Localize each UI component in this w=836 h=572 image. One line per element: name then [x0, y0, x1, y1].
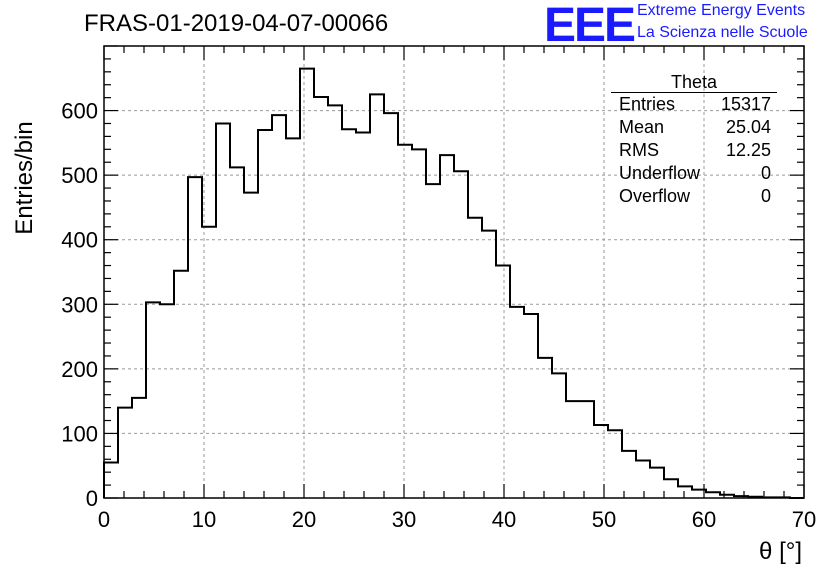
x-tick-label: 20 [292, 507, 316, 532]
stats-value: 25.04 [725, 117, 771, 137]
run-title: FRAS-01-2019-04-07-00066 [84, 10, 389, 37]
stats-row-mean: Mean 25.04 [611, 116, 777, 139]
stats-label: Mean [619, 117, 665, 137]
y-tick-label: 400 [61, 228, 98, 253]
y-tick-label: 300 [61, 292, 98, 317]
y-axis-title: Entries/bin [11, 121, 38, 234]
x-tick-labels: 0 10 20 30 40 50 60 70 [98, 507, 816, 532]
stats-label: Underflow [619, 163, 701, 183]
y-tick-label: 600 [61, 99, 98, 124]
eee-logo-line1: Extreme Energy Events [637, 2, 806, 19]
stats-row-underflow: Underflow 0 [611, 162, 777, 185]
stats-value: 0 [760, 186, 771, 206]
stats-row-overflow: Overflow 0 [611, 185, 777, 208]
stats-label: Entries [619, 94, 676, 114]
x-axis-title: θ [°] [759, 538, 802, 565]
x-tick-label: 60 [692, 507, 716, 532]
y-tick-label: 500 [61, 163, 98, 188]
x-tick-label: 0 [98, 507, 110, 532]
y-tick-label: 0 [86, 486, 98, 511]
stats-value: 15317 [720, 94, 771, 114]
stats-label: Overflow [619, 186, 691, 206]
y-tick-label: 200 [61, 357, 98, 382]
axis-ticks [103, 45, 805, 499]
x-tick-label: 50 [592, 507, 616, 532]
stats-label: RMS [619, 140, 659, 160]
y-tick-label: 100 [61, 421, 98, 446]
eee-logo: EEE [544, 0, 636, 52]
stats-title: Theta [611, 72, 777, 93]
stats-row-entries: Entries 15317 [611, 93, 777, 116]
x-tick-label: 30 [392, 507, 416, 532]
histogram-series [103, 67, 804, 499]
plot-frame [103, 45, 805, 499]
stats-row-rms: RMS 12.25 [611, 139, 777, 162]
eee-logo-line2: La Scienza nelle Scuole [637, 24, 808, 41]
stats-value: 0 [760, 163, 771, 183]
x-tick-label: 40 [492, 507, 516, 532]
grid-lines [104, 46, 804, 498]
y-tick-labels: 0 100 200 300 400 500 600 [61, 99, 98, 511]
stats-value: 12.25 [725, 140, 771, 160]
x-tick-label: 70 [792, 507, 816, 532]
x-tick-label: 10 [192, 507, 216, 532]
stats-box: Theta Entries 15317 Mean 25.04 RMS 12.25… [611, 72, 777, 208]
